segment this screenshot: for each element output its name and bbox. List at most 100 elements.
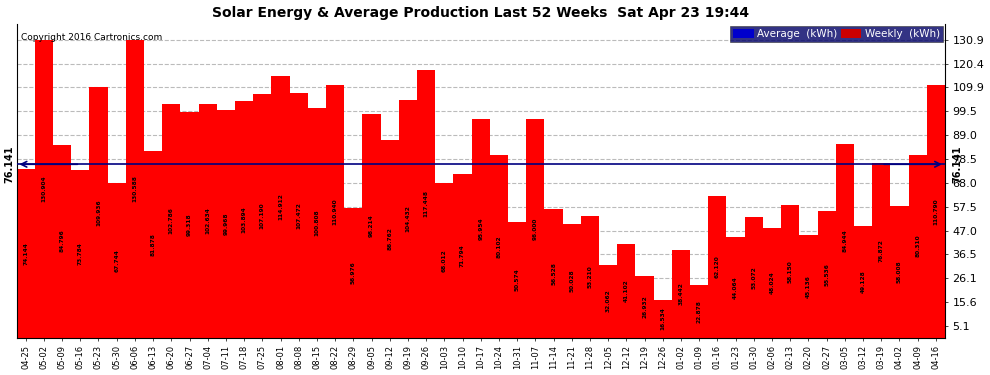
- Bar: [836, 144, 854, 338]
- Bar: [909, 155, 927, 338]
- Bar: [180, 111, 199, 338]
- Bar: [199, 104, 217, 338]
- Bar: [727, 237, 744, 338]
- Text: 117.448: 117.448: [424, 190, 429, 217]
- Bar: [490, 155, 508, 338]
- Text: 102.786: 102.786: [169, 207, 174, 234]
- Text: 104.432: 104.432: [406, 205, 411, 232]
- Text: 38.442: 38.442: [678, 282, 683, 305]
- Bar: [508, 222, 527, 338]
- Text: 32.062: 32.062: [606, 290, 611, 312]
- Bar: [690, 285, 708, 338]
- Bar: [653, 300, 672, 338]
- Bar: [581, 216, 599, 338]
- Text: 56.976: 56.976: [350, 261, 355, 284]
- Bar: [271, 76, 290, 338]
- Bar: [636, 276, 653, 338]
- Bar: [253, 94, 271, 338]
- Text: 95.954: 95.954: [478, 217, 483, 240]
- Text: 67.744: 67.744: [114, 249, 119, 272]
- Text: 110.790: 110.790: [934, 198, 939, 225]
- Text: 26.932: 26.932: [643, 296, 647, 318]
- Text: 109.936: 109.936: [96, 199, 101, 226]
- Text: 76.141: 76.141: [952, 146, 962, 183]
- Bar: [799, 235, 818, 338]
- Text: 41.102: 41.102: [624, 279, 629, 302]
- Text: 56.528: 56.528: [551, 262, 556, 285]
- Bar: [471, 119, 490, 338]
- Bar: [126, 40, 144, 338]
- Bar: [217, 110, 235, 338]
- Bar: [890, 206, 909, 338]
- Text: 50.574: 50.574: [515, 268, 520, 291]
- Text: 55.536: 55.536: [824, 263, 829, 286]
- Text: Copyright 2016 Cartronics.com: Copyright 2016 Cartronics.com: [21, 33, 162, 42]
- Text: 16.534: 16.534: [660, 307, 665, 330]
- Bar: [527, 119, 545, 338]
- Text: 86.762: 86.762: [387, 227, 392, 250]
- Bar: [872, 163, 890, 338]
- Text: 102.634: 102.634: [205, 207, 210, 234]
- Bar: [144, 151, 162, 338]
- Bar: [162, 104, 180, 338]
- Bar: [399, 100, 417, 338]
- Text: 96.000: 96.000: [533, 217, 538, 240]
- Text: 50.028: 50.028: [569, 269, 574, 292]
- Text: 99.968: 99.968: [224, 213, 229, 235]
- Bar: [326, 85, 345, 338]
- Bar: [71, 170, 89, 338]
- Text: 22.878: 22.878: [697, 300, 702, 323]
- Text: 58.150: 58.150: [788, 260, 793, 283]
- Bar: [380, 140, 399, 338]
- Bar: [708, 196, 727, 338]
- Text: 44.064: 44.064: [734, 276, 739, 299]
- Text: 103.894: 103.894: [242, 206, 247, 233]
- Bar: [290, 93, 308, 338]
- Bar: [108, 183, 126, 338]
- Text: 84.944: 84.944: [842, 230, 847, 252]
- Text: 49.128: 49.128: [860, 270, 865, 293]
- Text: 76.141: 76.141: [4, 146, 14, 183]
- Bar: [308, 108, 326, 338]
- Bar: [599, 265, 618, 338]
- Text: 81.878: 81.878: [150, 233, 155, 256]
- Bar: [618, 244, 636, 338]
- Bar: [17, 169, 35, 338]
- Bar: [362, 114, 380, 338]
- Text: 130.588: 130.588: [133, 176, 138, 202]
- Bar: [854, 226, 872, 338]
- Bar: [345, 208, 362, 338]
- Text: 130.904: 130.904: [42, 175, 47, 202]
- Text: 80.310: 80.310: [915, 235, 920, 258]
- Text: 76.872: 76.872: [879, 238, 884, 261]
- Bar: [417, 70, 436, 338]
- Text: 48.024: 48.024: [769, 272, 774, 294]
- Bar: [744, 217, 763, 338]
- Bar: [436, 183, 453, 338]
- Text: 110.940: 110.940: [333, 198, 338, 225]
- Text: 99.318: 99.318: [187, 213, 192, 236]
- Bar: [781, 205, 799, 338]
- Bar: [763, 228, 781, 338]
- Text: 73.784: 73.784: [78, 242, 83, 265]
- Bar: [35, 40, 53, 338]
- Bar: [53, 145, 71, 338]
- Text: 98.214: 98.214: [369, 214, 374, 237]
- Bar: [562, 224, 581, 338]
- Title: Solar Energy & Average Production Last 52 Weeks  Sat Apr 23 19:44: Solar Energy & Average Production Last 5…: [212, 6, 749, 20]
- Text: 84.796: 84.796: [59, 230, 64, 252]
- Text: 71.794: 71.794: [460, 244, 465, 267]
- Text: 80.102: 80.102: [496, 235, 502, 258]
- Text: 62.120: 62.120: [715, 255, 720, 278]
- Bar: [927, 86, 944, 338]
- Bar: [544, 209, 562, 338]
- Text: 100.808: 100.808: [315, 210, 320, 236]
- Text: 53.072: 53.072: [751, 266, 756, 288]
- Bar: [672, 250, 690, 338]
- Legend: Average  (kWh), Weekly  (kWh): Average (kWh), Weekly (kWh): [731, 26, 942, 42]
- Text: 114.912: 114.912: [278, 194, 283, 220]
- Bar: [89, 87, 108, 338]
- Bar: [818, 211, 836, 338]
- Text: 58.008: 58.008: [897, 260, 902, 283]
- Text: 45.136: 45.136: [806, 275, 811, 298]
